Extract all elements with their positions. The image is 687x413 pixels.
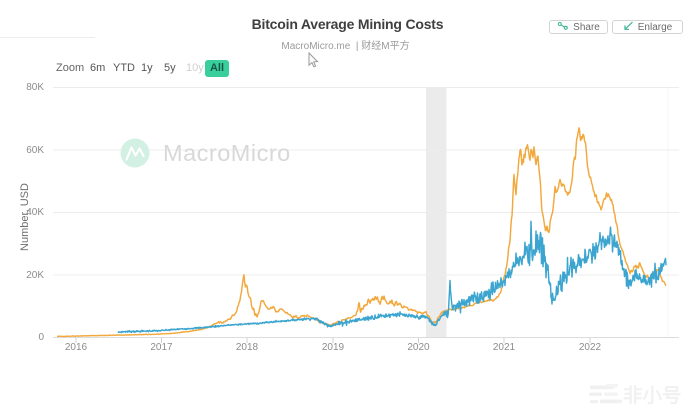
svg-text:MacroMicro: MacroMicro [163, 140, 291, 166]
svg-text:非小号: 非小号 [623, 385, 682, 407]
